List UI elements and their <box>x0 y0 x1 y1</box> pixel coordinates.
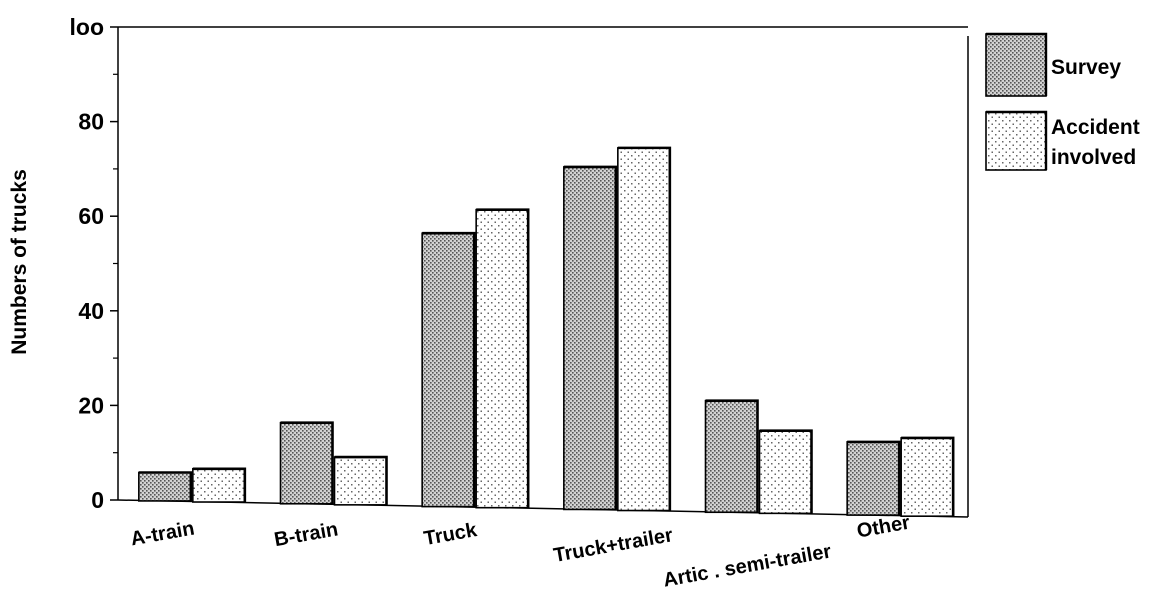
y-tick-label: 80 <box>78 109 104 135</box>
bar-accident-involved <box>758 429 813 515</box>
bar-edge <box>847 440 901 516</box>
legend-label: involved <box>1051 146 1136 169</box>
bar-edge <box>705 399 759 513</box>
y-tick: 60 <box>78 203 118 229</box>
bar-accident-involved <box>617 147 671 512</box>
legend: Survey Accident involved <box>985 32 1140 171</box>
bar-edge <box>617 146 672 511</box>
y-tick-label: 0 <box>91 487 104 513</box>
legend-label: Survey <box>1051 56 1121 79</box>
bar-accident-involved <box>900 437 954 517</box>
y-ticks: 0 20 40 60 80 loo <box>70 14 118 513</box>
legend-label: Accident <box>1051 116 1140 139</box>
bar-edge <box>334 455 388 505</box>
y-tick-label: 20 <box>78 392 104 418</box>
x-category-label: Truck+trailer <box>552 524 675 567</box>
bar-survey <box>279 421 334 505</box>
x-category-label: B-train <box>273 518 340 551</box>
x-category-label: Artic . semi-trailer <box>662 540 834 591</box>
bar-edge <box>476 208 530 508</box>
bar-edge <box>563 165 618 510</box>
bar-accident-involved <box>475 208 529 509</box>
axes <box>117 26 969 518</box>
bar-edge <box>901 436 955 517</box>
bars <box>138 146 955 517</box>
legend-swatch <box>985 111 1047 171</box>
legend-entry: Survey <box>985 32 1121 97</box>
legend-swatch <box>985 33 1047 97</box>
bar-edge <box>280 421 334 504</box>
y-tick: 20 <box>78 392 118 418</box>
bar-survey <box>846 441 900 516</box>
x-category-label: Truck <box>422 519 479 550</box>
legend-swatch-edge <box>986 110 1048 170</box>
legend-swatch-edge <box>986 32 1048 96</box>
y-tick-label: loo <box>70 14 105 40</box>
y-tick: 0 <box>91 487 118 513</box>
y-tick: 80 <box>78 109 118 135</box>
bar-survey <box>704 399 759 514</box>
bar-edge <box>759 429 813 514</box>
y-tick: 40 <box>78 298 118 324</box>
y-axis-title: Numbers of trucks <box>8 169 31 355</box>
bar-accident-involved <box>333 456 388 506</box>
y-tick-label: 60 <box>78 203 104 229</box>
y-tick: loo <box>70 14 118 40</box>
legend-entry: Accident involved <box>985 110 1140 171</box>
bar-survey <box>421 232 475 508</box>
bar-edge <box>422 231 476 507</box>
bar-edge <box>192 467 247 503</box>
y-tick-label: 40 <box>78 298 104 324</box>
x-category-label: A-train <box>129 518 196 551</box>
x-axis-line <box>117 499 969 518</box>
bar-survey <box>138 471 192 502</box>
bar-survey <box>563 166 617 511</box>
bar-edge <box>138 471 193 501</box>
bar-accident-involved <box>192 467 246 503</box>
x-category-label: Other <box>855 512 912 543</box>
